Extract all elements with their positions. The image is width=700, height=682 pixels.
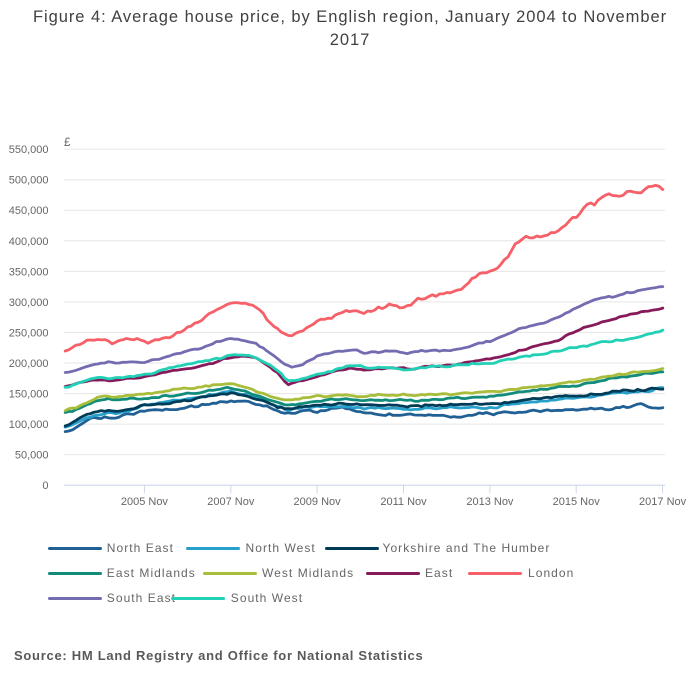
svg-text:50,000: 50,000 — [15, 450, 49, 462]
svg-text:450,000: 450,000 — [9, 205, 49, 217]
svg-text:550,000: 550,000 — [9, 144, 49, 156]
svg-text:2007 Nov: 2007 Nov — [207, 496, 255, 508]
svg-text:2015 Nov: 2015 Nov — [553, 496, 601, 508]
svg-text:2013 Nov: 2013 Nov — [466, 496, 514, 508]
svg-text:300,000: 300,000 — [9, 297, 49, 309]
svg-text:500,000: 500,000 — [9, 175, 49, 187]
svg-text:0: 0 — [42, 480, 48, 492]
svg-text:350,000: 350,000 — [9, 266, 49, 278]
svg-text:2009 Nov: 2009 Nov — [294, 496, 342, 508]
svg-text:2011 Nov: 2011 Nov — [380, 496, 427, 508]
svg-text:400,000: 400,000 — [9, 236, 49, 248]
svg-text:2005 Nov: 2005 Nov — [121, 496, 169, 508]
svg-text:200,000: 200,000 — [9, 358, 49, 370]
svg-text:£: £ — [64, 137, 71, 149]
svg-text:2017 Nov: 2017 Nov — [639, 496, 687, 508]
svg-text:250,000: 250,000 — [9, 327, 49, 339]
svg-text:150,000: 150,000 — [9, 389, 49, 401]
svg-text:100,000: 100,000 — [9, 419, 49, 431]
